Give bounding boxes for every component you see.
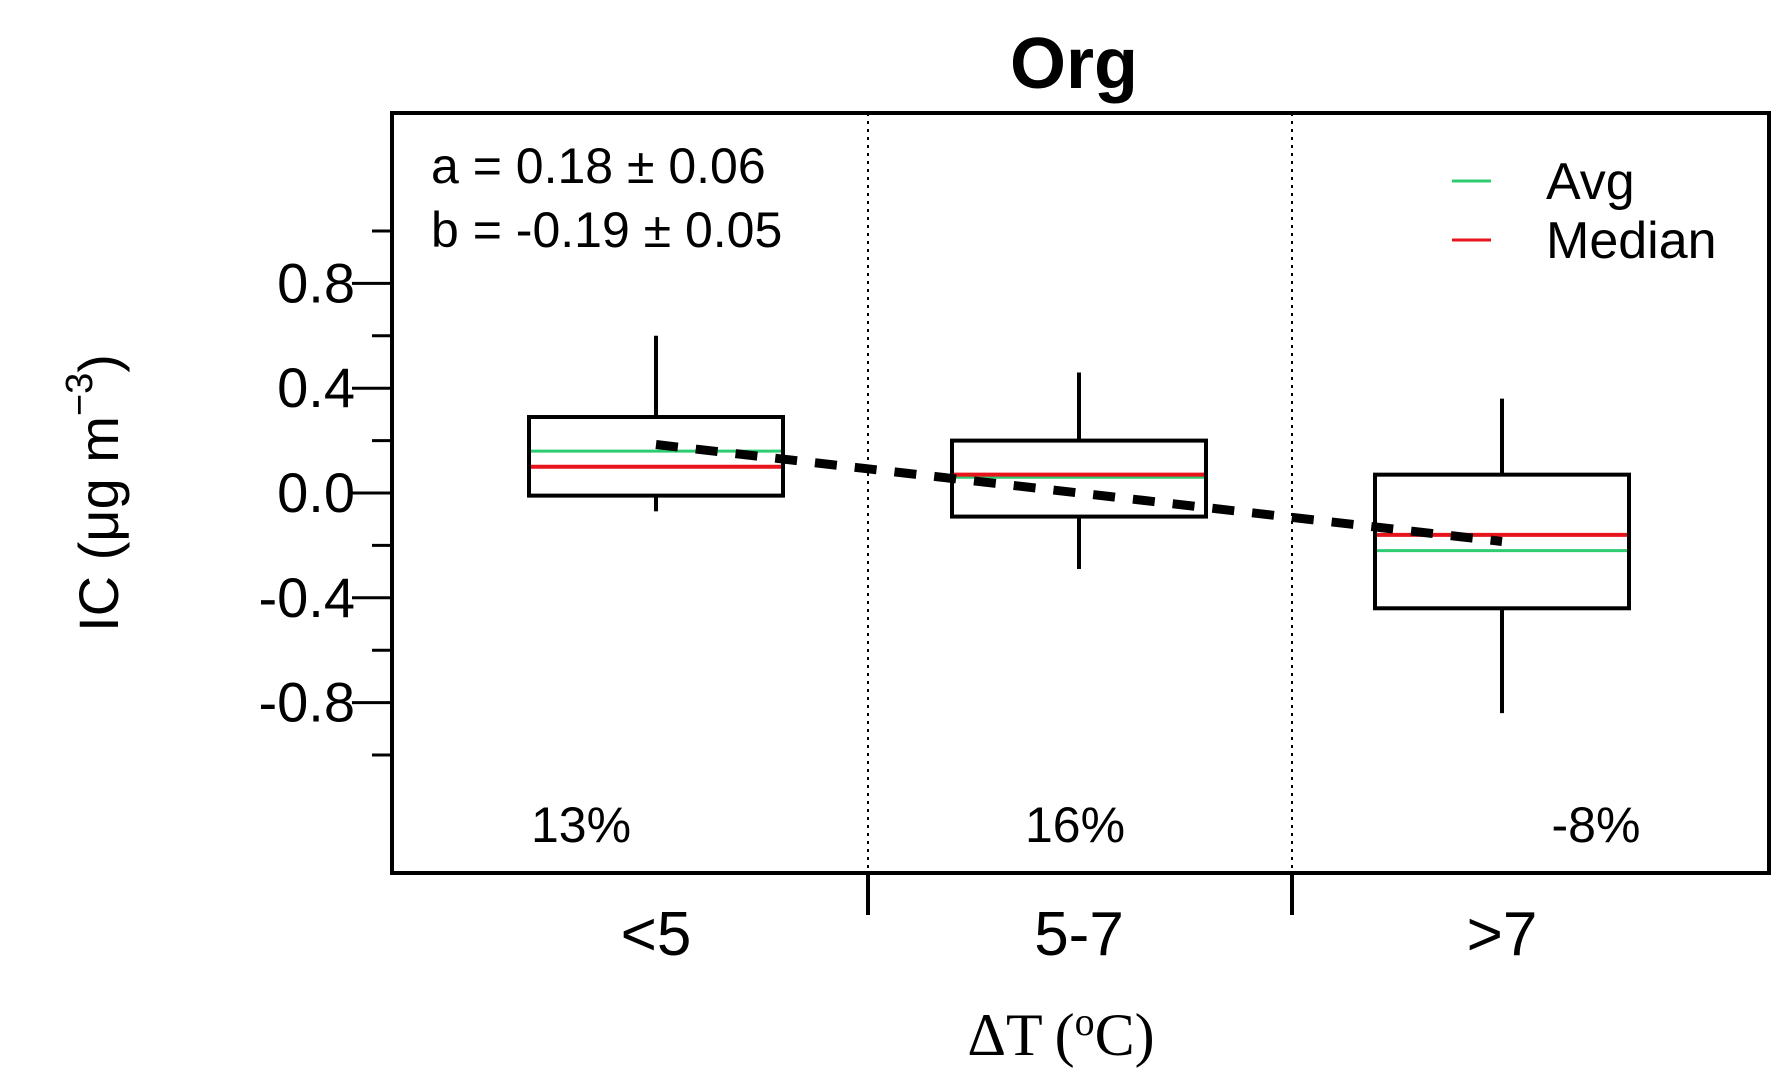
y-tick-label: 0.0 [277, 461, 355, 524]
iqr-box [1373, 472, 1631, 611]
legend-avg-label: Avg [1546, 153, 1635, 211]
x-axis-label-symbol: ΔT [967, 1002, 1042, 1068]
x-axis-label-open: ( [1055, 1002, 1075, 1068]
chart-title: Org [1010, 24, 1138, 104]
x-tick-label: 5-7 [1034, 900, 1124, 969]
y-axis: 0.8 0.4 0.0 -0.4 -0.8 [259, 229, 392, 757]
box-group-2 [950, 372, 1208, 569]
percent-label: 13% [531, 797, 631, 853]
y-tick-label: 0.8 [277, 251, 355, 314]
y-axis-label-close: ) [67, 354, 130, 373]
legend: Avg Median [1452, 153, 1717, 270]
y-axis-label-sup: −3 [59, 373, 101, 416]
y-axis-label: IC (μg m−3) [59, 354, 130, 632]
legend-median-label: Median [1546, 212, 1717, 270]
x-axis-label: ΔT (oC) [967, 999, 1154, 1068]
fit-line-group [655, 440, 1503, 546]
percent-label: 16% [1025, 797, 1125, 853]
fit-dashed-line [655, 440, 1503, 546]
fit-annotation-b: b = -0.19 ± 0.05 [431, 202, 782, 258]
x-axis: <5 5-7 >7 [621, 900, 1538, 969]
percent-labels: 13% 16% -8% [531, 797, 1641, 853]
y-axis-label-main: IC (μg m [67, 416, 130, 632]
x-tick-label: <5 [621, 900, 692, 969]
y-tick-label: 0.4 [277, 356, 355, 419]
x-axis-label-rest: C) [1095, 1002, 1155, 1068]
y-tick-label: -0.4 [259, 566, 356, 629]
percent-label: -8% [1552, 797, 1641, 853]
y-tick-label: -0.8 [259, 671, 356, 734]
box-group-1 [527, 335, 785, 512]
x-axis-label-sup: o [1075, 999, 1095, 1044]
box-group-3 [1373, 398, 1631, 714]
fit-annotation-a: a = 0.18 ± 0.06 [431, 138, 766, 194]
box-series [527, 335, 1631, 714]
x-tick-label: >7 [1467, 900, 1538, 969]
